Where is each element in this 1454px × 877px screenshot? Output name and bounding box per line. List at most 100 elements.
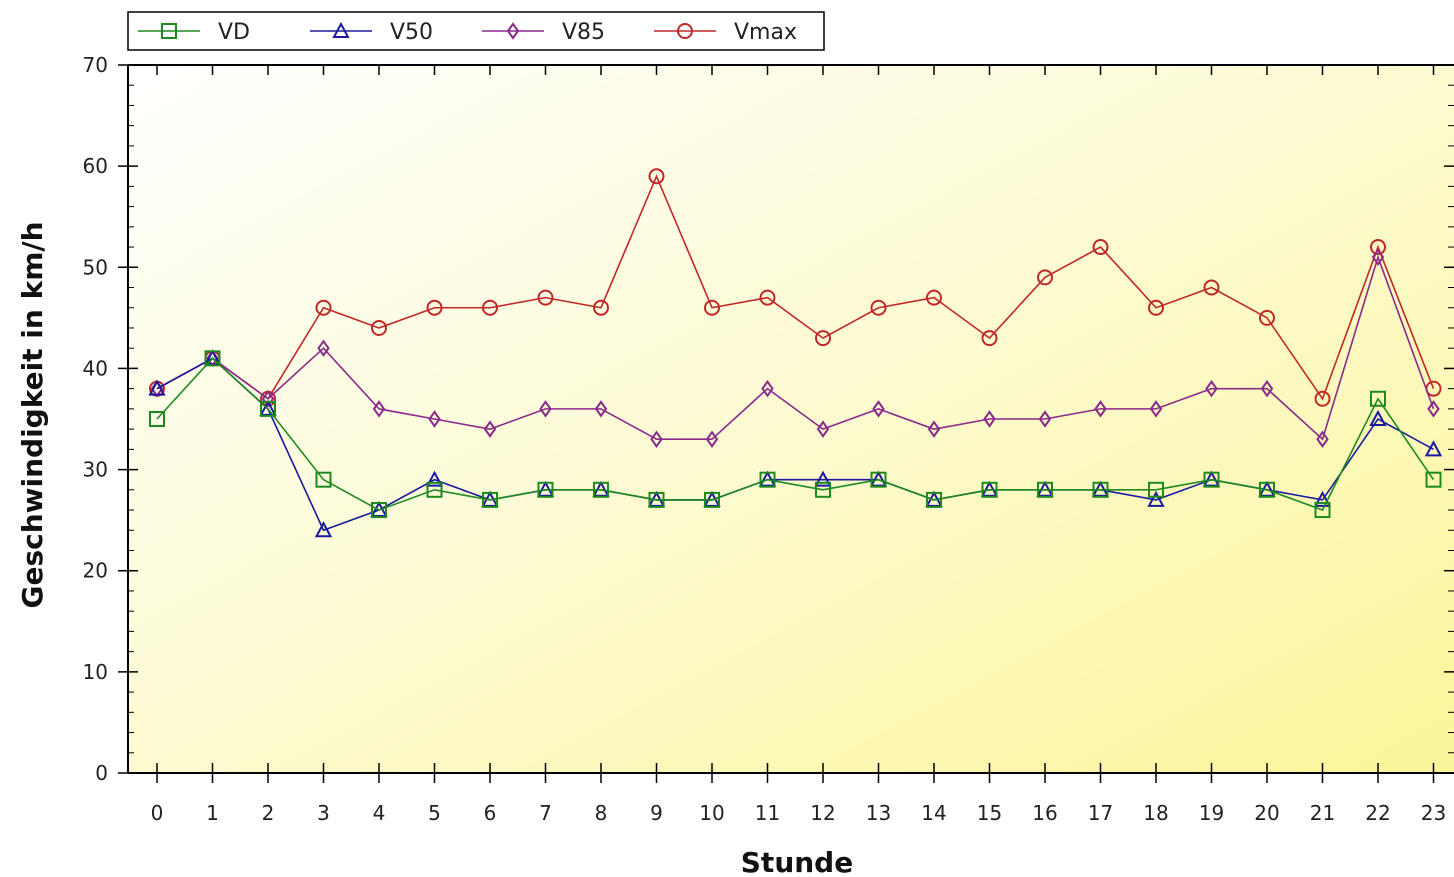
x-tick-label: 9 (650, 801, 663, 825)
data-point-vd (260, 400, 276, 417)
data-point-vmax (759, 289, 776, 306)
data-point-vd (704, 491, 720, 508)
data-point-v85 (1205, 379, 1218, 398)
x-tick-label: 21 (1310, 801, 1335, 825)
data-point-v50 (1369, 409, 1387, 426)
data-point-v85 (1427, 400, 1440, 418)
data-point-v85 (927, 420, 941, 438)
data-point-vd (1259, 481, 1275, 498)
data-point-vd (1092, 481, 1109, 498)
data-point-vmax (1148, 299, 1164, 316)
legend-marker-vmax (677, 23, 693, 39)
legend-item-v50: V50 (310, 20, 433, 45)
data-point-vmax (981, 330, 998, 347)
x-tick-label: 2 (262, 801, 275, 825)
data-point-v85 (483, 420, 497, 438)
data-point-v85 (816, 420, 830, 438)
data-point-vd (981, 481, 998, 498)
x-axis-title: Stunde (741, 846, 853, 877)
x-tick-label: 23 (1421, 801, 1446, 825)
legend: VD V50 V85 Vmax (127, 11, 825, 51)
x-tick-label: 3 (317, 801, 330, 825)
data-point-vd (593, 481, 609, 498)
y-tick-label: 50 (83, 255, 108, 279)
data-point-vmax (593, 299, 609, 316)
data-point-v85 (650, 430, 663, 448)
data-point-vmax (926, 289, 942, 306)
data-point-v85 (1038, 410, 1052, 428)
data-point-v85 (428, 410, 441, 428)
data-point-vd (371, 502, 387, 519)
legend-item-v85: V85 (482, 20, 605, 45)
data-point-vmax (1203, 279, 1220, 296)
x-tick-label: 11 (755, 801, 780, 825)
data-point-v85 (872, 400, 885, 418)
x-tick-label: 5 (428, 801, 441, 825)
series-layer (148, 168, 1443, 538)
data-point-v85 (1094, 400, 1107, 418)
x-tick-label: 16 (1032, 801, 1057, 825)
series-v85 (150, 248, 1440, 448)
x-tick-label: 17 (1088, 801, 1113, 825)
data-point-vmax (482, 299, 498, 316)
x-tick-label: 20 (1254, 801, 1279, 825)
series-line-vmax (156, 174, 1435, 401)
data-point-vmax (1037, 269, 1053, 286)
y-tick-label: 60 (83, 154, 108, 178)
data-point-v85 (1149, 400, 1163, 418)
x-tick-label: 22 (1365, 801, 1390, 825)
data-point-vd (315, 471, 332, 488)
data-point-v85 (539, 400, 552, 418)
y-axis-title: Geschwindigkeit in km/h (16, 221, 49, 608)
data-point-v85 (705, 430, 719, 448)
data-point-vd (1370, 390, 1386, 407)
data-point-vmax (315, 299, 332, 316)
legend-label-vmax: Vmax (734, 20, 797, 45)
y-axis-ticks: 0 10 20 30 40 50 60 70 (83, 53, 1454, 785)
data-point-vmax (426, 299, 443, 316)
data-point-v85 (1260, 379, 1274, 398)
data-point-vmax (815, 330, 831, 347)
data-point-v85 (317, 339, 330, 357)
legend-item-vmax: Vmax (654, 20, 797, 45)
x-tick-label: 14 (921, 801, 946, 825)
data-point-v85 (372, 400, 386, 418)
data-point-vd (1148, 481, 1164, 498)
data-point-vd (204, 350, 221, 367)
data-point-v85 (1316, 430, 1329, 448)
data-point-vd (426, 481, 443, 498)
data-point-vd (870, 471, 887, 488)
x-tick-label: 15 (977, 801, 1002, 825)
data-point-vd (926, 491, 942, 508)
data-point-v50 (314, 521, 333, 538)
x-tick-label: 10 (699, 801, 724, 825)
data-point-vmax (648, 168, 665, 185)
x-axis-ticks: 0 1 2 3 4 5 6 7 8 9 10 11 12 13 14 15 16 17 18 19 20 21 22 23 (151, 65, 1446, 825)
data-point-vd (815, 481, 831, 498)
x-tick-label: 8 (595, 801, 608, 825)
data-point-v50 (148, 379, 166, 396)
data-point-vd (1425, 471, 1442, 488)
data-point-vmax (870, 299, 887, 316)
data-point-v85 (594, 400, 608, 418)
legend-item-vd: VD (138, 20, 250, 45)
data-point-vd (1037, 481, 1053, 498)
data-point-vmax (1370, 239, 1386, 256)
x-tick-label: 7 (539, 801, 552, 825)
x-tick-label: 12 (810, 801, 835, 825)
data-point-v50 (1313, 490, 1332, 507)
x-tick-label: 18 (1143, 801, 1168, 825)
legend-marker-v50 (332, 21, 350, 38)
data-point-vmax (1092, 239, 1109, 256)
data-point-v85 (761, 379, 774, 398)
data-point-vmax (537, 289, 554, 306)
data-point-vmax (704, 299, 720, 316)
y-tick-label: 30 (83, 458, 108, 482)
legend-label-v50: V50 (390, 20, 433, 45)
y-tick-label: 10 (83, 660, 108, 684)
y-tick-label: 70 (83, 53, 108, 77)
y-tick-label: 40 (83, 356, 108, 380)
data-point-vd (648, 491, 665, 508)
legend-marker-vd (161, 23, 177, 39)
